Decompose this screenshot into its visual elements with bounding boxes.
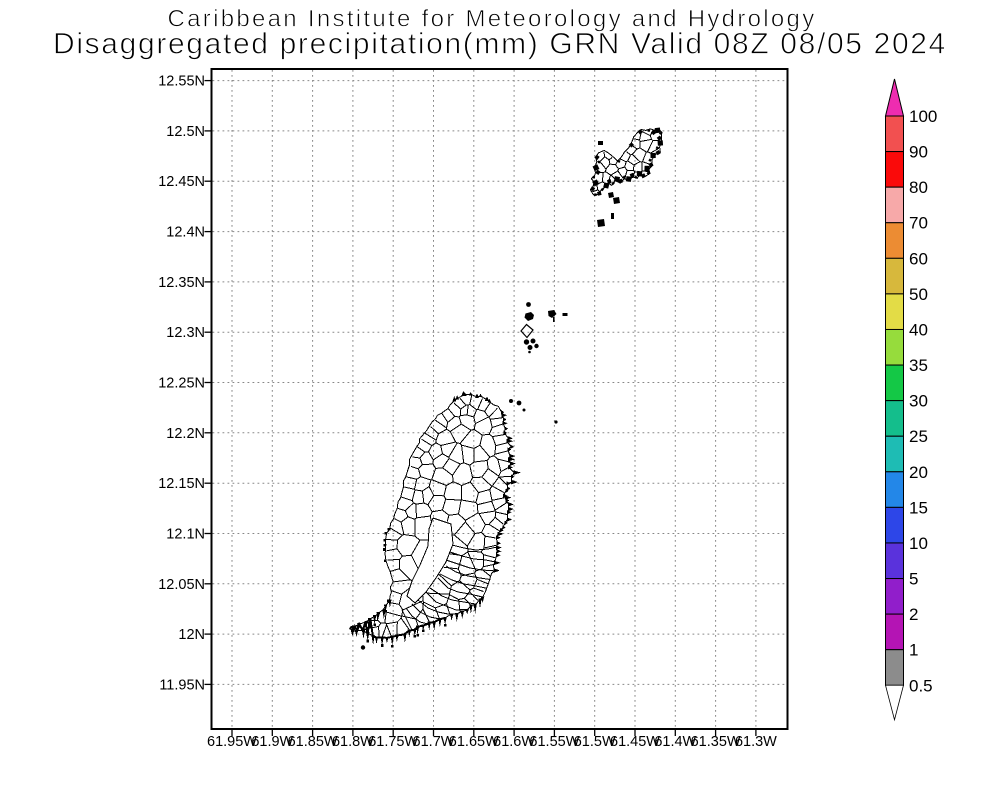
svg-text:61.45W: 61.45W <box>610 734 660 750</box>
svg-text:61.75W: 61.75W <box>368 734 418 750</box>
svg-text:61.65W: 61.65W <box>449 734 499 750</box>
svg-text:10: 10 <box>909 534 928 553</box>
svg-text:12.35N: 12.35N <box>158 275 205 291</box>
svg-text:90: 90 <box>909 143 928 162</box>
svg-text:61.6W: 61.6W <box>493 734 535 750</box>
svg-text:70: 70 <box>909 214 928 233</box>
svg-text:30: 30 <box>909 392 928 411</box>
svg-text:12N: 12N <box>178 627 205 643</box>
svg-text:Disaggregated precipitation(mm: Disaggregated precipitation(mm) GRN Vali… <box>53 28 947 61</box>
svg-text:50: 50 <box>909 285 928 304</box>
svg-text:12.4N: 12.4N <box>166 225 205 241</box>
svg-text:12.5N: 12.5N <box>166 124 205 140</box>
svg-text:61.3W: 61.3W <box>735 734 777 750</box>
svg-text:60: 60 <box>909 249 928 268</box>
svg-text:12.45N: 12.45N <box>158 174 205 190</box>
svg-text:61.35W: 61.35W <box>691 734 741 750</box>
svg-text:25: 25 <box>909 427 928 446</box>
svg-text:61.9W: 61.9W <box>251 734 293 750</box>
svg-text:2: 2 <box>909 605 918 624</box>
svg-text:Caribbean Institute for Meteor: Caribbean Institute for Meteorology and … <box>168 6 817 33</box>
svg-text:5: 5 <box>909 570 918 589</box>
svg-text:61.55W: 61.55W <box>529 734 579 750</box>
svg-text:1: 1 <box>909 641 918 660</box>
svg-text:15: 15 <box>909 498 928 517</box>
svg-text:61.85W: 61.85W <box>288 734 338 750</box>
svg-text:12.25N: 12.25N <box>158 376 205 392</box>
svg-text:100: 100 <box>909 107 937 126</box>
svg-text:20: 20 <box>909 463 928 482</box>
svg-text:12.3N: 12.3N <box>166 325 205 341</box>
svg-text:12.1N: 12.1N <box>166 527 205 543</box>
svg-text:11.95N: 11.95N <box>159 677 205 693</box>
svg-text:61.4W: 61.4W <box>654 734 696 750</box>
svg-text:12.2N: 12.2N <box>166 426 205 442</box>
svg-text:12.15N: 12.15N <box>158 476 205 492</box>
svg-text:80: 80 <box>909 178 928 197</box>
svg-text:61.8W: 61.8W <box>332 734 374 750</box>
svg-text:0.5: 0.5 <box>909 676 933 695</box>
svg-text:61.5W: 61.5W <box>574 734 616 750</box>
svg-text:61.7W: 61.7W <box>413 734 455 750</box>
svg-text:61.95W: 61.95W <box>207 734 257 750</box>
svg-text:12.55N: 12.55N <box>158 74 205 90</box>
svg-text:40: 40 <box>909 321 928 340</box>
svg-text:12.05N: 12.05N <box>158 577 205 593</box>
svg-text:35: 35 <box>909 356 928 375</box>
